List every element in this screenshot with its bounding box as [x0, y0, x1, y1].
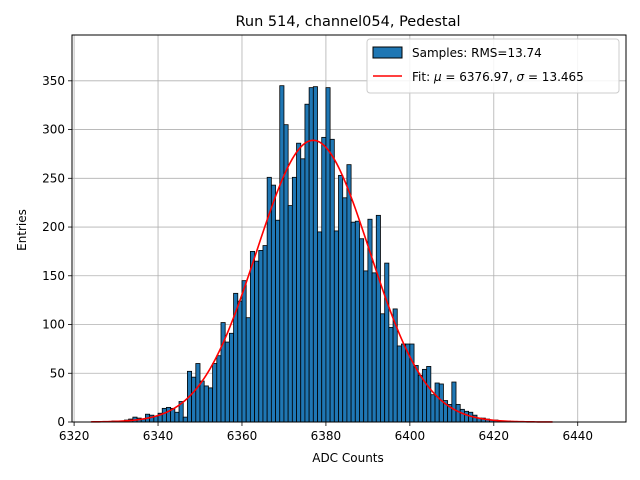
histogram-bar [413, 365, 419, 423]
histogram-bar [438, 383, 444, 423]
histogram-bar [262, 245, 268, 423]
histogram-bar [270, 184, 276, 423]
histogram-bar [359, 238, 365, 423]
histogram-bar [224, 341, 230, 423]
y-tick-label: 50 [50, 366, 65, 380]
histogram-bar [342, 197, 348, 423]
histogram-bar [325, 87, 331, 423]
histogram-bar [291, 176, 297, 423]
histogram-bar [203, 385, 209, 423]
histogram-bar [166, 406, 172, 423]
x-tick-label: 6380 [311, 429, 342, 443]
histogram-bar [258, 250, 264, 423]
legend-fit-prefix: Fit: [412, 70, 434, 84]
legend: Samples: RMS=13.74 Fit: μ = 6376.97, σ =… [366, 38, 620, 94]
histogram-bar [237, 300, 243, 423]
histogram-bar [199, 380, 205, 423]
legend-fit-suffix: = 13.465 [524, 70, 584, 84]
histogram-bar [451, 381, 457, 423]
legend-fit-label: Fit: μ = 6376.97, σ = 13.465 [412, 70, 584, 84]
histogram-bar [182, 416, 188, 423]
x-tick-label: 6440 [562, 429, 593, 443]
histogram-bar [308, 87, 314, 423]
histogram-bar [430, 394, 436, 423]
legend-box [366, 38, 620, 94]
y-tick-label: 250 [42, 171, 65, 185]
legend-fit-middle: = 6376.97, [442, 70, 517, 84]
histogram-bar [249, 251, 255, 423]
histogram-bar [228, 332, 234, 423]
histogram-bar [384, 262, 390, 423]
histogram-bar [426, 366, 432, 423]
histogram-bar [161, 407, 167, 423]
legend-histogram-swatch [372, 46, 403, 59]
x-tick-label: 6400 [395, 429, 426, 443]
histogram-bar [191, 376, 197, 423]
x-tick-label: 6320 [59, 429, 90, 443]
legend-histogram-label: Samples: RMS=13.74 [412, 46, 542, 60]
y-tick-label: 100 [42, 318, 65, 332]
histogram-bar [363, 270, 369, 423]
histogram-bar [354, 220, 360, 423]
legend-fit-sigma-symbol: σ [517, 70, 525, 84]
histogram-bar [279, 85, 285, 423]
histogram-bar [296, 142, 302, 423]
histogram-bar [216, 355, 222, 423]
x-axis-label: ADC Counts [312, 451, 384, 465]
plot-frame [71, 34, 627, 423]
histogram-bar [375, 214, 381, 423]
y-axis-ticks: 0 50 100 150 200 250 300 350 [42, 74, 72, 429]
y-axis-label: Entries [15, 209, 29, 251]
histogram-bar [409, 343, 415, 423]
y-tick-label: 350 [42, 74, 65, 88]
y-tick-label: 300 [42, 123, 65, 137]
chart-title: Run 514, channel054, Pedestal [235, 14, 460, 30]
histogram-bar [329, 138, 335, 423]
histogram-bar [317, 231, 323, 423]
histogram-bar [464, 410, 470, 423]
histogram-bar [287, 205, 293, 423]
histogram-bar [434, 382, 440, 423]
histogram-bar [459, 408, 465, 423]
histogram-bar [380, 313, 386, 423]
histogram-bar [254, 260, 260, 423]
x-tick-label: 6360 [227, 429, 258, 443]
y-tick-label: 200 [42, 220, 65, 234]
histogram-bar [304, 103, 310, 423]
histogram-bar [245, 317, 251, 423]
histogram-bar [241, 280, 247, 423]
histogram-bar [338, 174, 344, 423]
fit-curve [90, 139, 553, 423]
histogram-bar [401, 343, 407, 423]
histogram-bar [220, 322, 226, 423]
x-tick-label: 6340 [143, 429, 174, 443]
histogram-bar [300, 158, 306, 423]
histogram-bar [275, 219, 281, 423]
histogram-bar [212, 363, 218, 423]
histogram-bar [350, 221, 356, 423]
histogram-bar [455, 404, 461, 423]
histogram-bar [346, 164, 352, 423]
histogram-bar [333, 230, 339, 423]
histogram-bar [388, 327, 394, 423]
histogram-bar [174, 411, 180, 423]
histogram-bar [312, 86, 318, 423]
histogram-bar [208, 387, 213, 423]
histogram-bar [396, 345, 402, 423]
histogram-bar [195, 363, 201, 423]
histogram-bar [417, 374, 423, 423]
y-tick-label: 150 [42, 269, 65, 283]
y-tick-label: 0 [57, 415, 65, 429]
histogram-bar [321, 136, 327, 423]
legend-fit-mu-symbol: μ [433, 70, 442, 84]
histogram-bar [371, 272, 377, 423]
x-axis-ticks: 6320 6340 6360 6380 6400 6420 6440 [59, 422, 593, 443]
histogram-bar [422, 368, 428, 423]
x-tick-label: 6420 [479, 429, 510, 443]
